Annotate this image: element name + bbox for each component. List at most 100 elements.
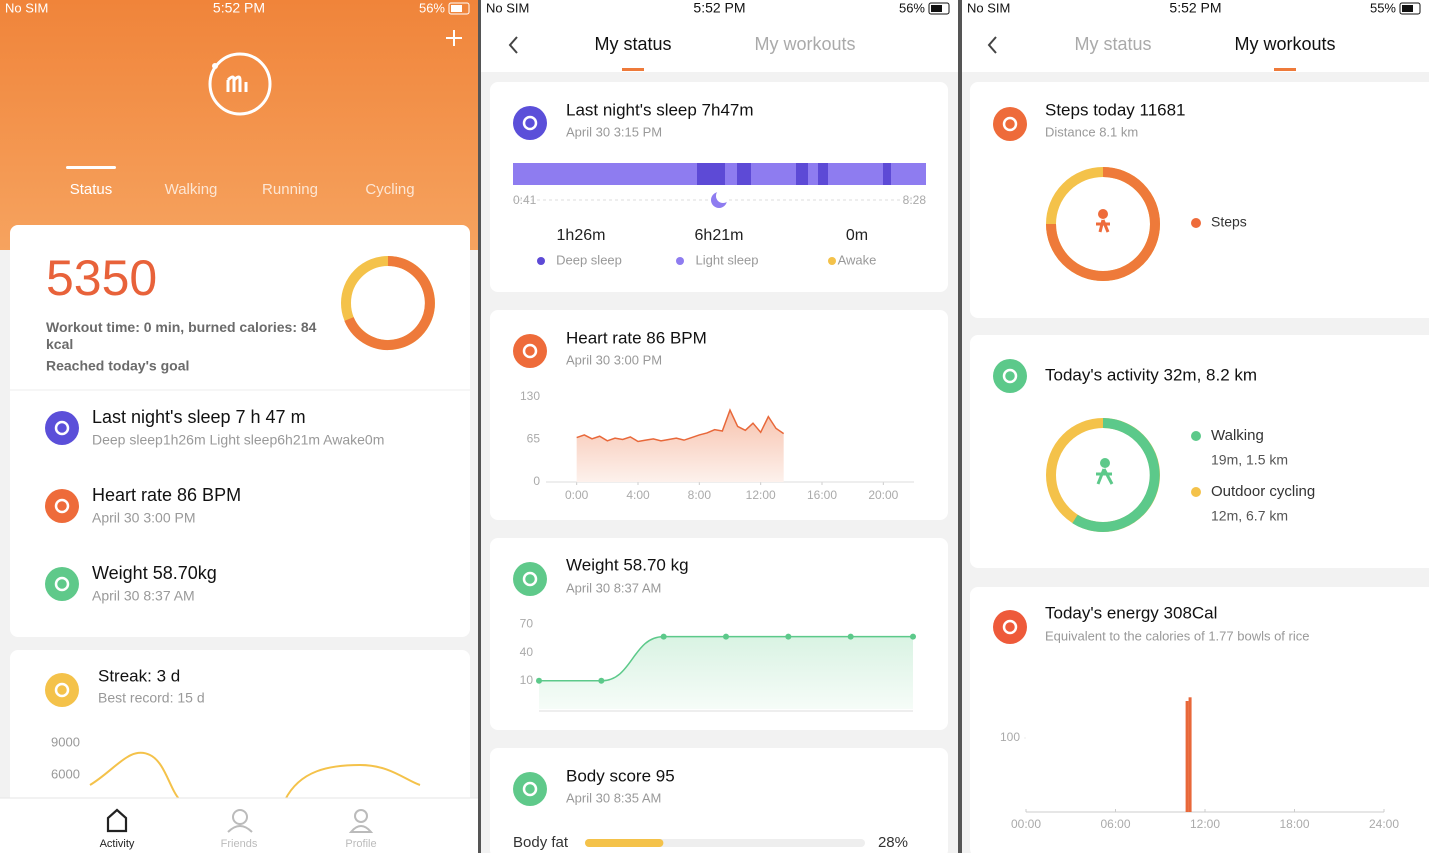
sleep-deep-segments: [697, 163, 891, 185]
icon-glyph: [522, 343, 538, 359]
y-tick-label: 6000: [51, 766, 80, 781]
ring-center-icon: [1100, 458, 1110, 468]
icon: [45, 673, 79, 707]
icon-glyph: [1002, 116, 1018, 132]
nav-icon: [227, 825, 253, 833]
y-tick-label: 130: [520, 389, 540, 403]
nav-label[interactable]: Friends: [221, 838, 258, 850]
logo-dot: [212, 63, 218, 69]
carrier: No SIM: [967, 0, 1010, 15]
legend-dot: [1191, 487, 1201, 497]
sleep-end: 8:28: [903, 193, 927, 207]
card-title: Last night's sleep 7h47m: [566, 100, 754, 119]
x-tick-label: 20:00: [868, 488, 898, 502]
logo-glyph: [226, 75, 248, 92]
legend-dot: [828, 257, 836, 265]
header-bg: [962, 0, 1429, 72]
icon: [45, 411, 79, 445]
legend-dot: [1191, 218, 1201, 228]
carrier: No SIM: [486, 0, 529, 15]
card-date: April 30 3:15 PM: [566, 124, 662, 139]
card: [970, 82, 1429, 318]
legend-dot: [1191, 431, 1201, 441]
nav-icon[interactable]: [106, 808, 128, 833]
battery-level: [931, 5, 942, 12]
area: [576, 410, 784, 482]
x-tick-label: 06:00: [1100, 817, 1130, 831]
point: [536, 677, 542, 684]
x-tick-label: 12:00: [1190, 817, 1220, 831]
point: [785, 633, 792, 640]
point: [598, 677, 605, 684]
tab[interactable]: Cycling: [365, 181, 414, 198]
ring-center-icon: [1096, 219, 1110, 233]
tab[interactable]: My workouts: [1234, 34, 1335, 54]
card-title: Heart rate 86 BPM: [566, 328, 707, 347]
icon: [513, 562, 547, 596]
clock: 5:52 PM: [1169, 0, 1221, 16]
goal: Reached today's goal: [46, 358, 189, 374]
separator: [958, 0, 962, 853]
clock: 5:52 PM: [693, 0, 745, 16]
item-title: Last night's sleep 7 h 47 m: [92, 407, 306, 427]
bar: [1185, 701, 1189, 812]
item-subtitle: Deep sleep1h26m Light sleep6h21m Awake0m: [92, 432, 384, 448]
icon-glyph: [522, 571, 538, 587]
battery: 56%: [419, 0, 445, 15]
x-tick-label: 8:00: [688, 488, 712, 502]
stat-label: Deep sleep: [556, 252, 622, 267]
card-subtitle: Distance 8.1 km: [1045, 124, 1138, 139]
tab[interactable]: Walking: [165, 181, 218, 198]
nav-icon[interactable]: [354, 809, 368, 823]
card-title: Today's activity 32m, 8.2 km: [1045, 365, 1257, 384]
nav-label[interactable]: Profile: [345, 838, 376, 850]
streak-curve: [89, 751, 421, 801]
y-tick-label: 0: [533, 474, 540, 488]
icon: [45, 567, 79, 601]
steps-value: 5350: [46, 250, 157, 306]
point: [660, 633, 667, 640]
metric-value: 28%: [878, 834, 908, 851]
back-button[interactable]: [508, 36, 518, 54]
moon: [716, 189, 730, 203]
back-button[interactable]: [987, 36, 997, 54]
card: [490, 748, 948, 853]
steps-ring-progress: [1046, 167, 1160, 281]
item-title: Heart rate 86 BPM: [92, 485, 241, 505]
nav-label[interactable]: Activity: [100, 838, 135, 850]
y-tick-label: 100: [1000, 730, 1020, 744]
card-title: Weight 58.70 kg: [566, 555, 689, 574]
battery-level: [451, 5, 462, 12]
icon-glyph: [54, 420, 70, 436]
tab[interactable]: My status: [594, 34, 671, 54]
area: [539, 636, 913, 709]
nav-icon[interactable]: [232, 809, 248, 825]
legend-label: Steps: [1211, 214, 1247, 230]
battery: 55%: [1370, 0, 1396, 15]
legend-detail: 12m, 6.7 km: [1211, 508, 1288, 524]
add-button[interactable]: [446, 30, 462, 46]
header-bg: [0, 0, 478, 250]
x-tick-label: 16:00: [807, 488, 837, 502]
icon: [513, 106, 547, 140]
tab[interactable]: Status: [70, 181, 113, 198]
stat-value: 1h26m: [557, 227, 606, 244]
card: [490, 82, 948, 292]
tab[interactable]: Running: [262, 181, 318, 198]
icon: [45, 489, 79, 523]
icon: [513, 334, 547, 368]
icon-glyph: [522, 115, 538, 131]
x-tick-label: 18:00: [1279, 817, 1309, 831]
stat-label: Light sleep: [696, 252, 759, 267]
card-title: Body score 95: [566, 766, 675, 785]
tab[interactable]: My workouts: [754, 34, 855, 54]
icon: [993, 107, 1027, 141]
battery-icon: [1399, 2, 1421, 15]
y-tick-label: 40: [520, 645, 534, 659]
tab[interactable]: My status: [1074, 34, 1151, 54]
streak-title: Streak: 3 d: [98, 666, 180, 685]
x-tick-label: 4:00: [626, 488, 650, 502]
battery-icon: [448, 2, 470, 15]
card-title: Today's energy 308Cal: [1045, 603, 1217, 622]
